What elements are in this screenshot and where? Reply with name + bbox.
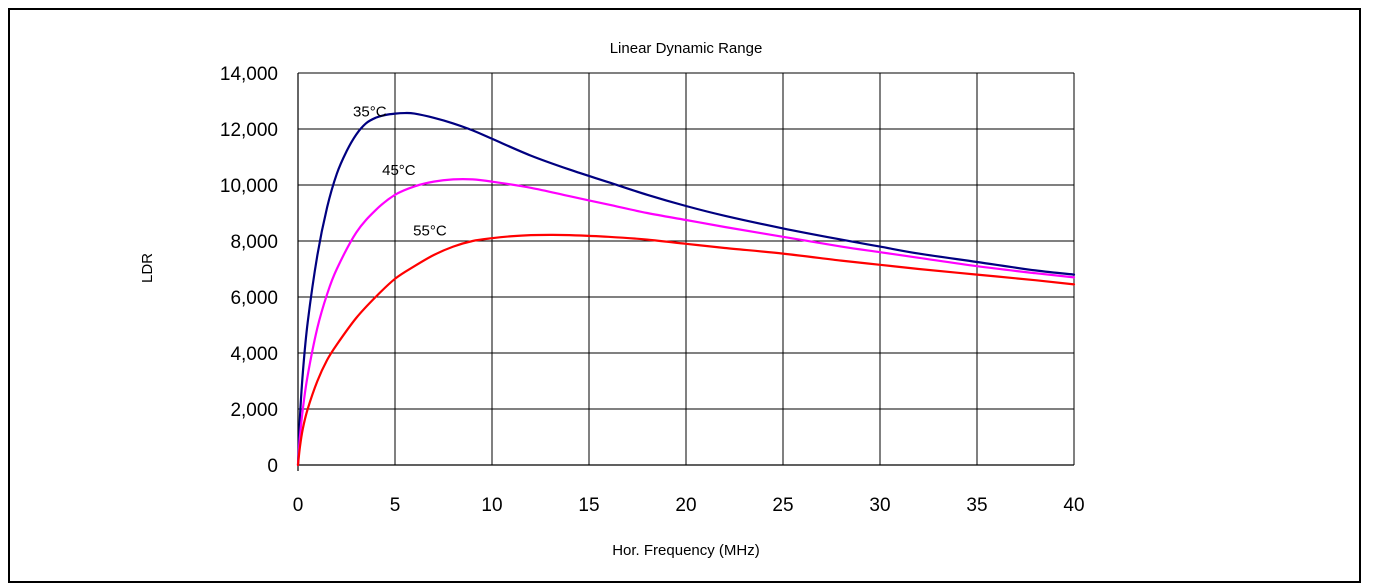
chart-title: Linear Dynamic Range — [610, 40, 763, 57]
y-tick-label: 12,000 — [220, 120, 278, 141]
x-axis-title: Hor. Frequency (MHz) — [612, 542, 760, 559]
y-tick-label: 4,000 — [230, 344, 278, 365]
y-tick-label: 14,000 — [220, 64, 278, 85]
chart-frame — [8, 8, 1361, 583]
curve-label: 55°C — [413, 222, 447, 239]
curve-labels: 35°C 45°C 55°C — [353, 103, 447, 239]
series-line-0 — [296, 111, 1076, 467]
x-tick-label: 15 — [578, 495, 599, 516]
series-line-2 — [296, 233, 1076, 467]
x-tick-label: 35 — [966, 495, 987, 516]
y-tick-labels: 0 2,000 4,000 6,000 8,000 10,000 12,000 14,000 — [220, 64, 278, 477]
series-group — [296, 111, 1076, 467]
x-tick-label: 20 — [675, 495, 696, 516]
curve-label: 45°C — [382, 162, 416, 179]
y-tick-label: 0 — [267, 456, 278, 477]
y-tick-label: 10,000 — [220, 176, 278, 197]
x-tick-label: 25 — [772, 495, 793, 516]
ldr-chart: Linear Dynamic Range 0 5 10 15 20 25 30 35 40 0 2… — [139, 40, 1085, 559]
curve-label: 35°C — [353, 103, 387, 120]
y-axis-title: LDR — [139, 253, 156, 283]
x-tick-label: 40 — [1063, 495, 1084, 516]
x-tick-label: 10 — [481, 495, 502, 516]
x-tick-label: 0 — [293, 495, 304, 516]
y-tick-label: 6,000 — [230, 288, 278, 309]
grid — [297, 72, 1075, 471]
x-tick-label: 5 — [390, 495, 401, 516]
y-tick-label: 8,000 — [230, 232, 278, 253]
y-tick-label: 2,000 — [230, 400, 278, 421]
x-tick-label: 30 — [869, 495, 890, 516]
x-tick-labels: 0 5 10 15 20 25 30 35 40 — [293, 495, 1085, 516]
series-line-1 — [296, 178, 1076, 467]
